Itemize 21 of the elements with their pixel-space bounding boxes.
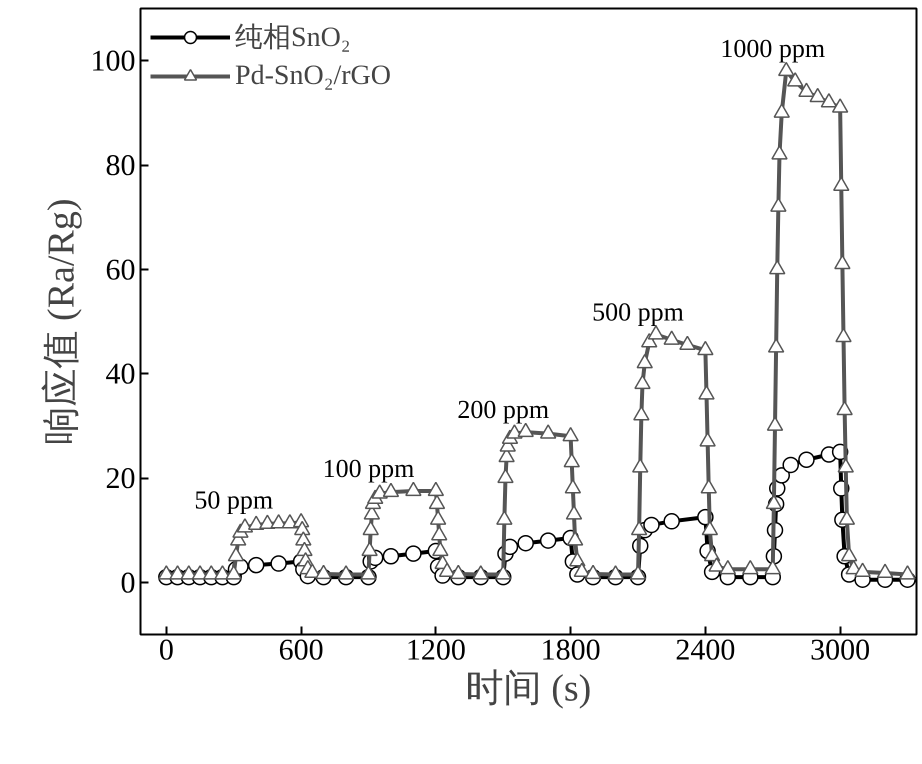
y-tick-label: 80 [106, 149, 136, 182]
legend-label: Pd-SnO₂/rGO [235, 60, 391, 92]
x-tick-label: 1200 [406, 634, 466, 666]
y-tick-label: 100 [90, 44, 136, 78]
annotation: 1000 ppm [720, 34, 826, 64]
x-tick-label: 0 [158, 634, 174, 666]
annotation: 50 ppm [194, 485, 274, 514]
x-tick-label: 2400 [675, 634, 736, 666]
annotation: 500 ppm [592, 298, 684, 327]
annotation: 100 ppm [322, 454, 414, 484]
legend-label: 纯相SnO₂ [235, 21, 351, 55]
x-tick-label: 600 [278, 634, 324, 666]
x-tick-label: 1800 [540, 634, 601, 666]
x-axis-title: 时间 (s) [466, 668, 592, 710]
y-tick-label: 20 [106, 462, 136, 495]
y-tick-label: 60 [106, 253, 136, 286]
y-tick-label: 0 [120, 566, 136, 600]
x-tick-label: 3000 [810, 634, 870, 666]
annotation: 200 ppm [457, 395, 550, 424]
y-tick-label: 40 [106, 358, 136, 391]
y-axis-title: 响应值 (Ra/Rg) [40, 198, 82, 444]
